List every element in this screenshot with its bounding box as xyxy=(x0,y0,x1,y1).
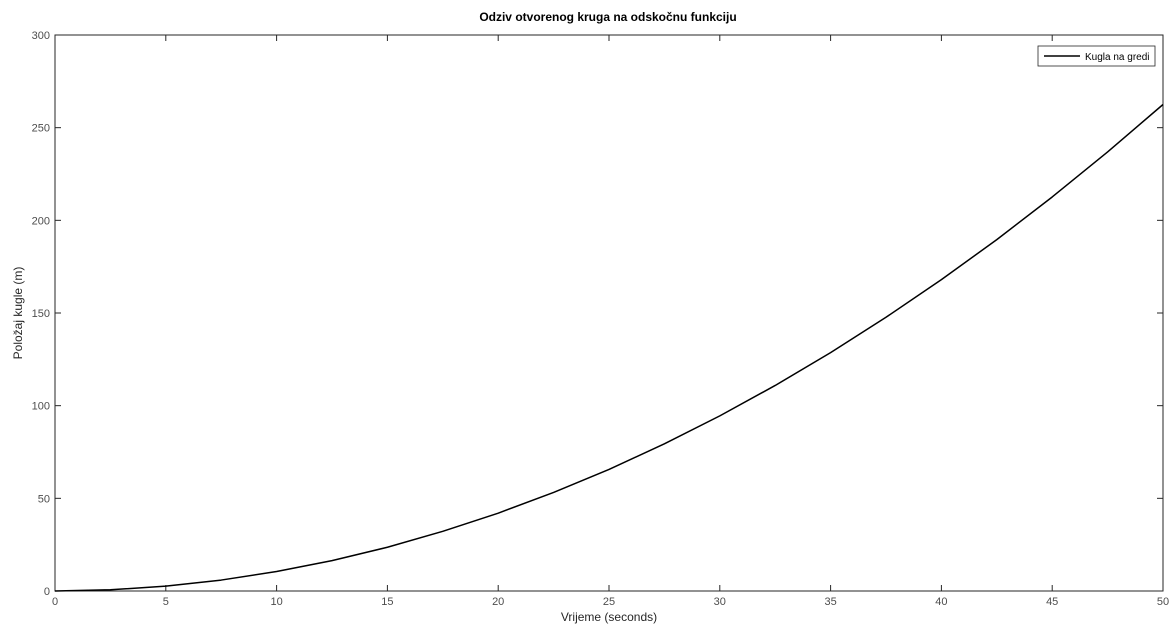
y-axis-label: Položaj kugle (m) xyxy=(11,267,25,360)
series-line-0 xyxy=(54,103,1164,592)
x-tick-label: 25 xyxy=(603,596,615,608)
y-tick-label: 50 xyxy=(38,493,50,505)
x-tick-label: 0 xyxy=(52,596,58,608)
x-tick-label: 35 xyxy=(824,596,836,608)
series-layer xyxy=(54,103,1164,592)
axis-tick-labels: 0 5 10 15 20 25 30 35 40 45 50 0 50 100 150 200 250 300 xyxy=(32,30,1169,608)
x-tick-label: 5 xyxy=(163,596,169,608)
x-tick-label: 10 xyxy=(270,596,282,608)
chart-title: Odziv otvorenog kruga na odskočnu funkci… xyxy=(479,10,736,24)
axis-ticks xyxy=(54,34,1164,592)
x-tick-label: 20 xyxy=(492,596,504,608)
y-tick-label: 150 xyxy=(32,308,50,320)
legend: Kugla na gredi xyxy=(1037,45,1156,67)
y-tick-label: 0 xyxy=(44,586,50,598)
x-axis-label: Vrijeme (seconds) xyxy=(561,610,657,624)
x-tick-label: 45 xyxy=(1046,596,1058,608)
y-tick-label: 250 xyxy=(32,123,50,135)
x-tick-label: 15 xyxy=(381,596,393,608)
x-tick-label: 50 xyxy=(1157,596,1169,608)
legend-label: Kugla na gredi xyxy=(1085,52,1150,63)
y-tick-label: 100 xyxy=(32,401,50,413)
y-tick-label: 200 xyxy=(32,215,50,227)
legend-box xyxy=(1037,45,1156,67)
y-tick-label: 300 xyxy=(32,30,50,42)
x-tick-label: 30 xyxy=(714,596,726,608)
plot-area xyxy=(54,34,1164,592)
x-tick-label: 40 xyxy=(935,596,947,608)
